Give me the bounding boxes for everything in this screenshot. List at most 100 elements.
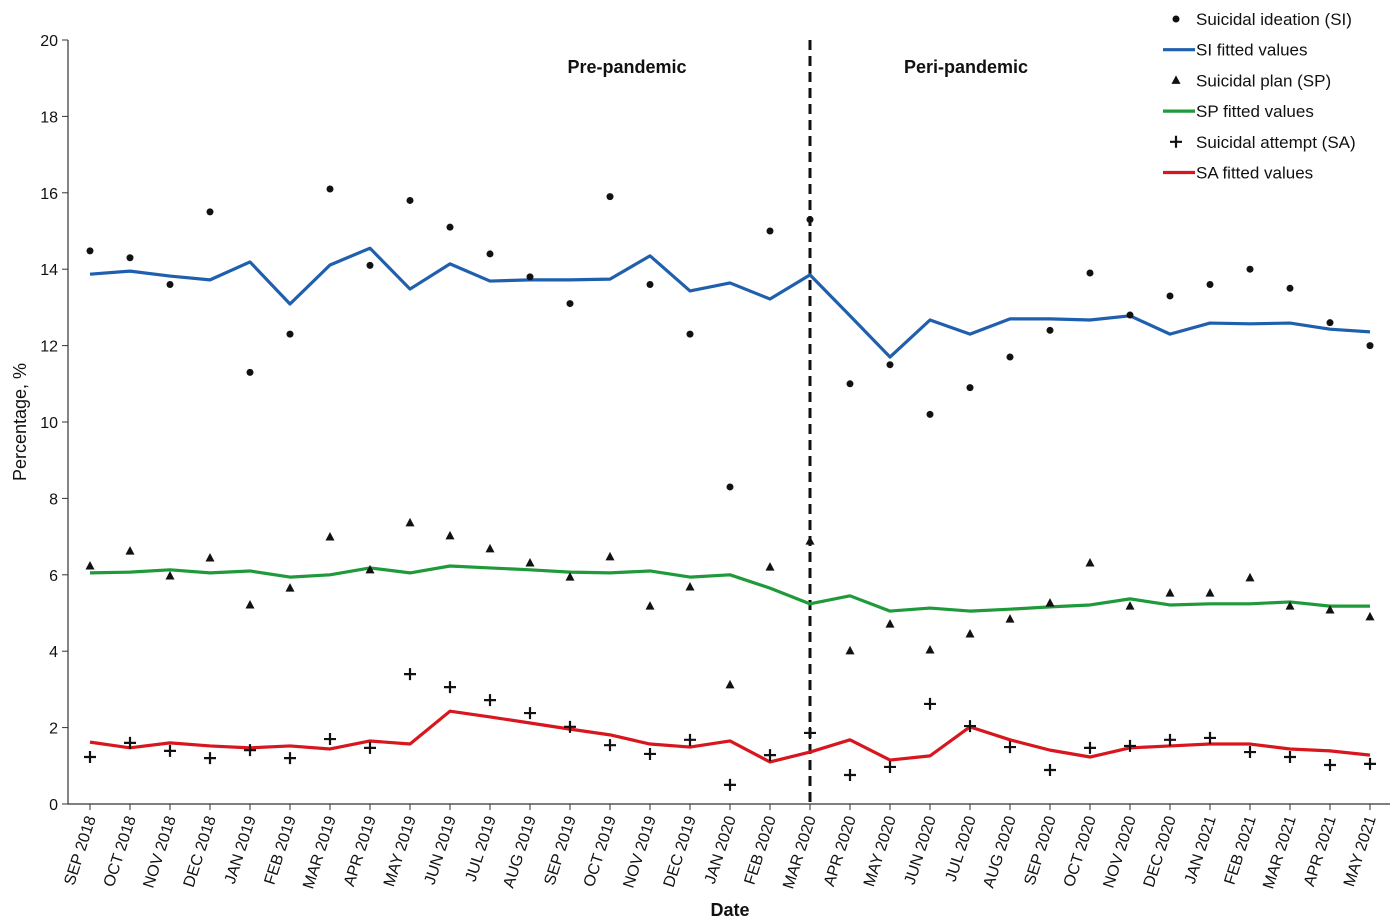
point <box>1245 572 1255 582</box>
x-axis-label: Date <box>710 900 749 920</box>
point <box>564 720 576 733</box>
x-tick-label: OCT 2020 <box>1061 814 1100 889</box>
x-tick-label: NOV 2019 <box>621 814 660 890</box>
x-tick-label: JAN 2021 <box>1182 814 1220 886</box>
legend-swatch <box>1170 135 1182 148</box>
point <box>124 736 136 749</box>
point <box>764 749 776 762</box>
point <box>1125 601 1135 610</box>
x-tick-label: JUL 2020 <box>943 814 980 884</box>
point <box>685 582 695 591</box>
point <box>1086 269 1094 277</box>
x-tick-label: APR 2019 <box>341 814 380 889</box>
point <box>886 361 894 369</box>
point <box>326 185 334 193</box>
point <box>1284 751 1296 764</box>
legend-swatch <box>1172 15 1180 23</box>
point <box>806 216 814 224</box>
x-tick-label: MAR 2021 <box>1260 814 1300 891</box>
point <box>765 562 775 571</box>
point <box>1005 614 1015 623</box>
legend-label: Suicidal attempt (SA) <box>1196 133 1356 152</box>
point <box>524 707 536 720</box>
point <box>1004 741 1016 754</box>
x-tick-label: MAY 2021 <box>1341 814 1380 889</box>
point <box>244 744 256 757</box>
x-tick-label: NOV 2018 <box>141 814 180 890</box>
x-tick-label: DEC 2020 <box>1141 814 1180 890</box>
x-tick-label: OCT 2019 <box>581 814 620 889</box>
point <box>406 196 414 204</box>
y-tick-label: 0 <box>49 797 58 814</box>
point <box>924 697 936 710</box>
point <box>525 557 535 567</box>
point <box>1166 292 1174 300</box>
point <box>1326 319 1334 327</box>
point <box>684 733 696 746</box>
point <box>125 546 135 555</box>
point <box>644 747 656 760</box>
point <box>286 330 294 338</box>
y-axis-label: Percentage, % <box>10 363 30 481</box>
point <box>885 619 895 628</box>
point <box>1044 764 1056 777</box>
point <box>1206 280 1214 288</box>
point <box>965 629 975 638</box>
x-tick-label: MAR 2019 <box>300 814 340 891</box>
y-tick-label: 6 <box>49 568 58 585</box>
point <box>1365 611 1375 621</box>
point <box>805 536 815 545</box>
x-tick-label: JAN 2020 <box>702 814 740 886</box>
point <box>325 531 335 541</box>
point <box>1006 353 1014 361</box>
x-tick-label: JUN 2019 <box>422 814 460 887</box>
x-tick-label: AUG 2019 <box>501 814 540 890</box>
y-tick-label: 4 <box>49 644 58 661</box>
legend-swatch <box>1171 75 1181 84</box>
point <box>605 551 615 561</box>
point <box>1045 598 1055 607</box>
point <box>365 564 375 574</box>
x-tick-label: MAR 2020 <box>780 814 820 891</box>
point <box>724 778 736 791</box>
legend-item: Suicidal attempt (SA) <box>1170 133 1356 152</box>
legend-item: Suicidal plan (SP) <box>1171 71 1331 90</box>
x-tick-label: JUL 2019 <box>463 814 500 884</box>
point <box>165 570 175 580</box>
point <box>1165 588 1175 597</box>
point <box>1286 284 1294 292</box>
point <box>285 583 295 592</box>
point <box>804 726 816 739</box>
point <box>844 768 856 781</box>
point <box>566 300 574 308</box>
x-tick-label: MAY 2019 <box>381 814 420 889</box>
point <box>324 733 336 746</box>
legend-item: SP fitted values <box>1163 102 1314 121</box>
point <box>726 483 734 491</box>
y-tick-label: 16 <box>40 186 58 203</box>
point <box>486 250 494 258</box>
point <box>205 552 215 562</box>
annotation: Pre-pandemic <box>567 57 686 77</box>
point <box>1205 588 1215 597</box>
legend-label: Suicidal ideation (SI) <box>1196 10 1352 29</box>
x-tick-label: JUN 2020 <box>902 814 940 887</box>
point <box>646 280 654 288</box>
x-tick-label: JAN 2019 <box>222 814 260 886</box>
point <box>404 668 416 681</box>
fitted-line <box>89 246 1371 359</box>
point <box>964 720 976 733</box>
legend-item: SI fitted values <box>1163 41 1308 60</box>
point <box>446 223 454 231</box>
point <box>364 741 376 754</box>
point <box>645 601 655 610</box>
point <box>926 410 934 418</box>
x-tick-label: FEB 2019 <box>262 814 300 887</box>
point <box>1164 733 1176 746</box>
point <box>284 752 296 765</box>
point <box>565 572 575 581</box>
x-tick-label: DEC 2018 <box>181 814 220 890</box>
point <box>366 261 374 269</box>
y-tick-label: 20 <box>40 33 58 50</box>
